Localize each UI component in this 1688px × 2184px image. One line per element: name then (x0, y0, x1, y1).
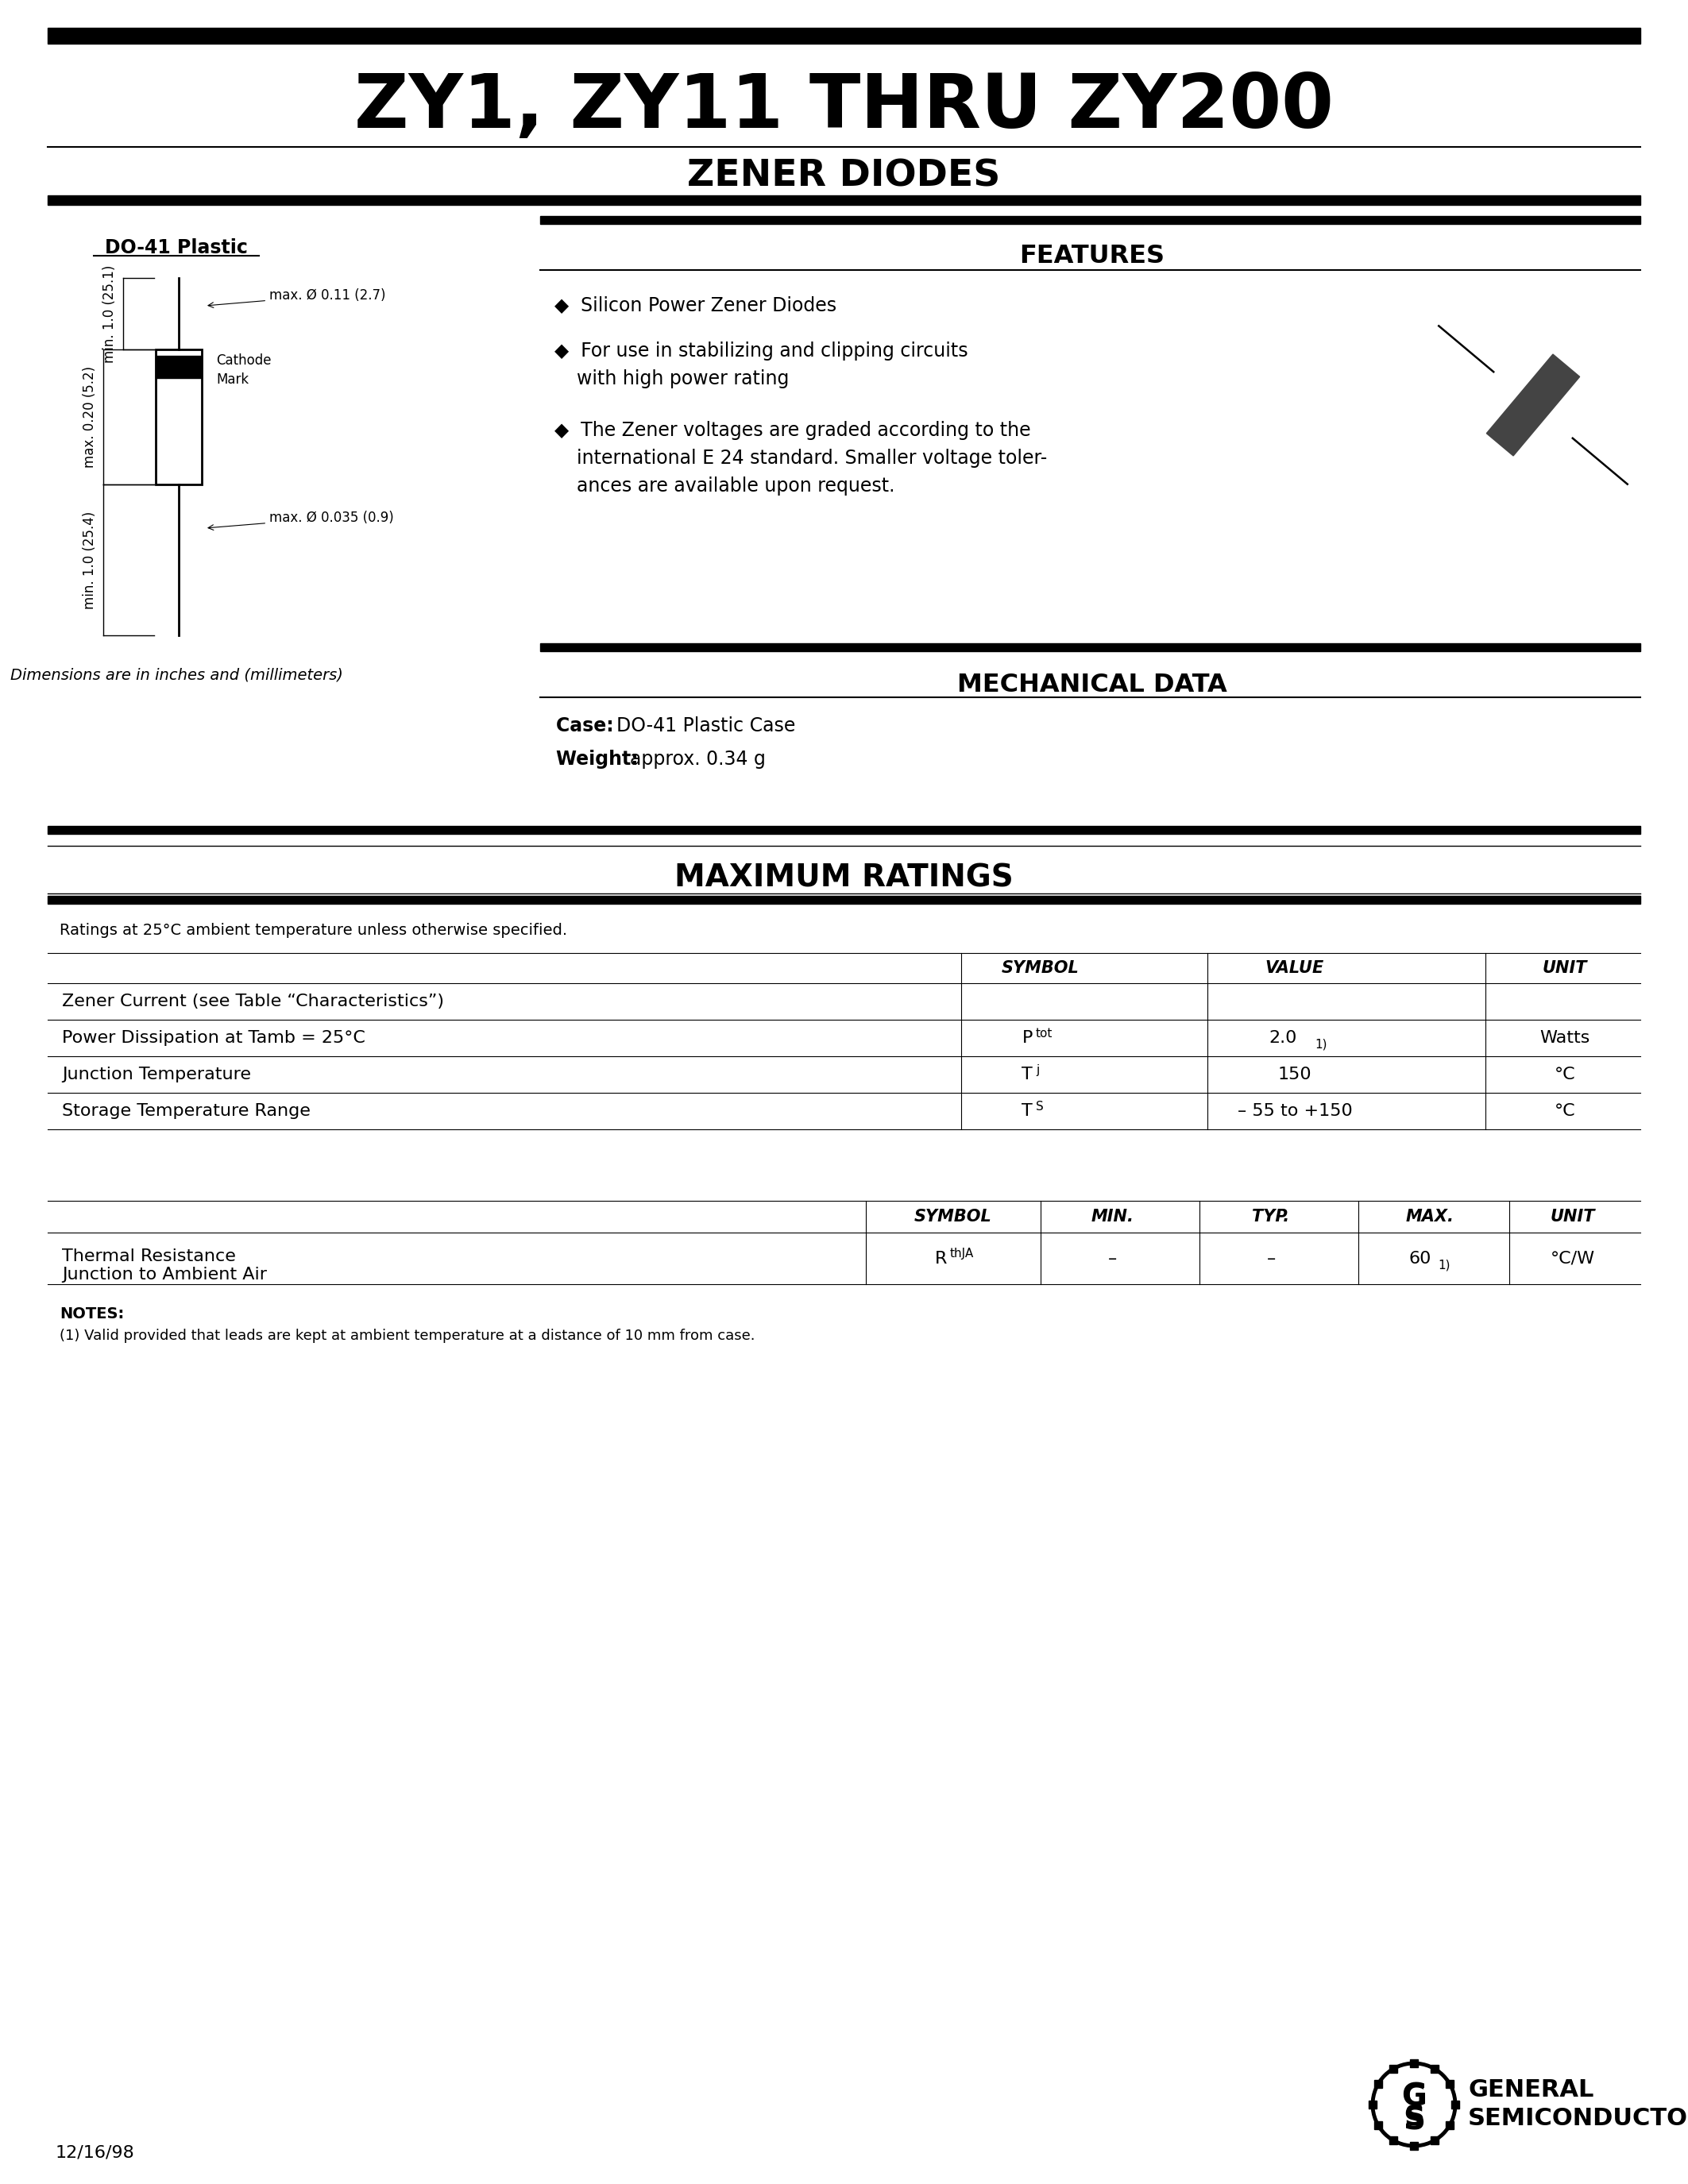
Text: Watts: Watts (1539, 1031, 1590, 1046)
Text: Junction Temperature: Junction Temperature (62, 1066, 252, 1083)
Bar (155, 356, 203, 378)
Text: 150: 150 (1278, 1066, 1312, 1083)
Circle shape (1391, 2081, 1438, 2129)
Text: MAXIMUM RATINGS: MAXIMUM RATINGS (674, 863, 1013, 893)
Bar (47, 826, 1641, 834)
Text: international E 24 standard. Smaller voltage toler-: international E 24 standard. Smaller vol… (577, 448, 1047, 467)
Text: Case:: Case: (555, 716, 619, 736)
Text: Storage Temperature Range: Storage Temperature Range (62, 1103, 311, 1118)
Text: Weight:: Weight: (555, 749, 645, 769)
Text: with high power rating: with high power rating (577, 369, 788, 389)
Text: FEATURES: FEATURES (1020, 242, 1165, 269)
Text: Zener Current (see Table “Characteristics”): Zener Current (see Table “Characteristic… (62, 994, 444, 1009)
Bar (1389, 2064, 1398, 2073)
Text: ◆  Silicon Power Zener Diodes: ◆ Silicon Power Zener Diodes (554, 295, 837, 314)
Bar (1374, 2121, 1382, 2129)
Text: UNIT: UNIT (1550, 1208, 1595, 1225)
Text: T: T (1021, 1103, 1033, 1118)
Text: j: j (1036, 1064, 1040, 1077)
Text: °C: °C (1555, 1103, 1575, 1118)
Text: G: G (1401, 2081, 1426, 2112)
Text: UNIT: UNIT (1543, 961, 1587, 976)
Text: NOTES:: NOTES: (59, 1306, 125, 1321)
Bar (1431, 2064, 1438, 2073)
Text: Dimensions are in inches and (millimeters): Dimensions are in inches and (millimeter… (10, 666, 343, 681)
Bar (47, 28, 1641, 44)
Text: DO-41 Plastic: DO-41 Plastic (105, 238, 248, 258)
Text: min. 1.0 (25.1): min. 1.0 (25.1) (103, 264, 116, 363)
Text: SEMICONDUCTOR: SEMICONDUCTOR (1469, 2108, 1688, 2129)
Text: Junction to Ambient Air: Junction to Ambient Air (62, 1267, 267, 1282)
Text: R: R (935, 1251, 947, 1267)
Text: ◆  For use in stabilizing and clipping circuits: ◆ For use in stabilizing and clipping ci… (554, 341, 967, 360)
Text: –: – (1107, 1251, 1116, 1267)
Text: VALUE: VALUE (1266, 961, 1325, 976)
Text: Power Dissipation at Tamb = 25°C: Power Dissipation at Tamb = 25°C (62, 1031, 365, 1046)
Bar (540, 216, 1641, 225)
Bar (1431, 2136, 1438, 2145)
Text: P: P (1021, 1031, 1033, 1046)
Text: MECHANICAL DATA: MECHANICAL DATA (957, 673, 1227, 697)
Text: G: G (1403, 2084, 1426, 2110)
Text: ZY1, ZY11 THRU ZY200: ZY1, ZY11 THRU ZY200 (354, 70, 1334, 144)
Polygon shape (1487, 354, 1580, 456)
Text: S: S (1403, 2105, 1425, 2136)
Text: °C/W: °C/W (1551, 1251, 1595, 1267)
Text: ◆  The Zener voltages are graded according to the: ◆ The Zener voltages are graded accordin… (554, 422, 1031, 439)
Bar (47, 194, 1641, 205)
Bar (47, 895, 1641, 904)
Text: min. 1.0 (25.4): min. 1.0 (25.4) (83, 511, 96, 609)
Text: 60: 60 (1409, 1251, 1431, 1267)
Text: 12/16/98: 12/16/98 (56, 2145, 135, 2160)
Text: 1): 1) (1315, 1037, 1327, 1051)
Bar (1409, 2143, 1418, 2149)
Text: max. 0.20 (5.2): max. 0.20 (5.2) (83, 367, 96, 467)
Text: Cathode
Mark: Cathode Mark (216, 354, 272, 387)
Bar (1369, 2101, 1377, 2108)
Text: (1) Valid provided that leads are kept at ambient temperature at a distance of 1: (1) Valid provided that leads are kept a… (59, 1328, 755, 1343)
Bar (1389, 2136, 1398, 2145)
Text: T: T (1021, 1066, 1033, 1083)
Text: – 55 to +150: – 55 to +150 (1237, 1103, 1352, 1118)
Text: max. Ø 0.035 (0.9): max. Ø 0.035 (0.9) (208, 511, 393, 531)
Text: SYMBOL: SYMBOL (1001, 961, 1079, 976)
Text: 1): 1) (1438, 1258, 1450, 1271)
Text: thJA: thJA (950, 1247, 974, 1260)
Text: ZENER DIODES: ZENER DIODES (687, 159, 1001, 194)
Text: –: – (1266, 1251, 1276, 1267)
Bar (1445, 2121, 1453, 2129)
Text: TYP.: TYP. (1252, 1208, 1290, 1225)
Text: approx. 0.34 g: approx. 0.34 g (630, 749, 766, 769)
Text: Thermal Resistance: Thermal Resistance (62, 1249, 236, 1265)
Bar (540, 644, 1641, 651)
Text: S: S (1036, 1101, 1043, 1112)
Text: tot: tot (1036, 1026, 1053, 1040)
Text: SYMBOL: SYMBOL (915, 1208, 993, 1225)
Text: ances are available upon request.: ances are available upon request. (577, 476, 895, 496)
Text: 2.0: 2.0 (1269, 1031, 1296, 1046)
Text: GENERAL: GENERAL (1469, 2079, 1593, 2101)
Bar (155, 349, 203, 485)
Bar (1374, 2079, 1382, 2088)
Text: DO-41 Plastic Case: DO-41 Plastic Case (616, 716, 795, 736)
Text: MIN.: MIN. (1090, 1208, 1134, 1225)
Text: Ratings at 25°C ambient temperature unless otherwise specified.: Ratings at 25°C ambient temperature unle… (59, 924, 567, 937)
Text: °C: °C (1555, 1066, 1575, 1083)
Bar (1452, 2101, 1458, 2108)
Text: MAX.: MAX. (1406, 1208, 1453, 1225)
Bar (1445, 2079, 1453, 2088)
Bar (1409, 2060, 1418, 2068)
Text: S: S (1404, 2103, 1425, 2132)
Text: max. Ø 0.11 (2.7): max. Ø 0.11 (2.7) (208, 288, 385, 308)
